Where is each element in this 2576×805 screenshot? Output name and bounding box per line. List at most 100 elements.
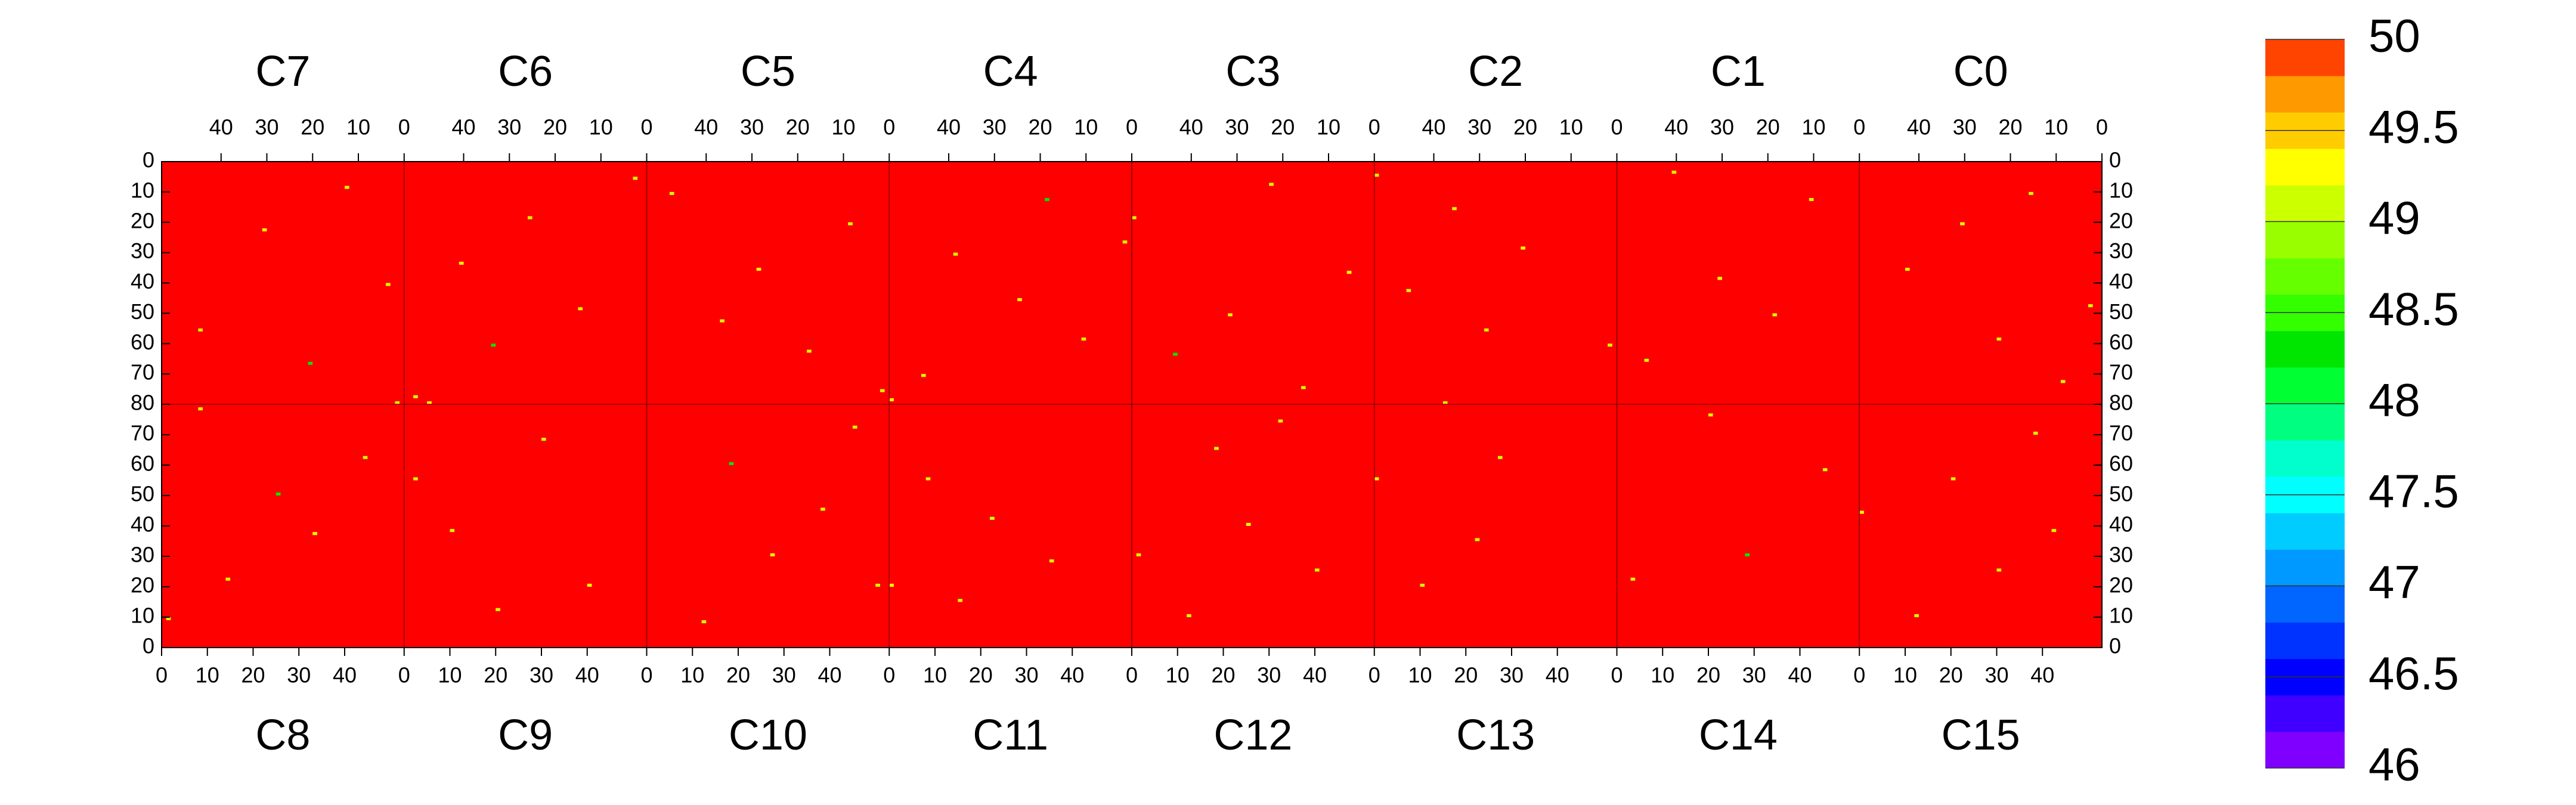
heatmap-cell [1521,246,1526,250]
heatmap-cell [344,185,349,189]
heatmap-cell [1914,614,1919,617]
x-tick-label: 20 [1513,115,1537,140]
y-tick-label: 60 [2109,330,2133,354]
heatmap-cell [807,349,812,353]
heatmap-cell [1301,386,1306,389]
x-tick-label: 40 [1303,663,1327,688]
heatmap-cell [1608,343,1612,347]
y-tick-label: 20 [131,208,154,233]
heatmap-cell [2051,529,2057,532]
x-tick-label: 30 [1257,663,1281,688]
x-tick-label: 0 [1368,115,1380,140]
x-tick-label: 0 [398,115,410,140]
heatmap-cell [413,477,418,481]
x-tick-label: 20 [1696,663,1720,688]
heatmap-cell [921,374,926,377]
x-tick-label: 40 [1788,663,1812,688]
heatmap-cell [1960,222,1965,225]
x-tick-label: 10 [831,115,855,140]
x-tick-label: 20 [241,663,265,688]
heatmap-cell [527,216,532,219]
x-tick-label: 20 [1939,663,1963,688]
x-tick-label: 30 [1500,663,1524,688]
heatmap-cell [413,395,418,398]
heatmap-cell [312,532,317,535]
colorbar-tick-label: 47 [2368,556,2420,608]
heatmap-cell [496,608,500,611]
heatmap-cell [1708,413,1713,417]
colorbar-tick-label: 49 [2368,191,2420,244]
x-tick-label: 20 [1028,115,1052,140]
module-label: C14 [1699,711,1778,759]
colorbar-tick-label: 47.5 [2368,465,2459,517]
x-tick-label: 0 [883,663,895,688]
heatmap-cell [1314,568,1320,572]
x-tick-label: 30 [1984,663,2008,688]
colorbar-band [2265,586,2345,623]
heatmap-cell [925,477,931,481]
y-tick-label: 60 [131,451,154,476]
module-label: C15 [1942,711,2020,759]
x-tick-label: 30 [1467,115,1491,140]
x-tick-label: 40 [2030,663,2054,688]
module-label: C0 [1953,48,2008,95]
colorbar-band [2265,148,2345,185]
x-tick-label: 40 [1907,115,1931,140]
y-tick-label: 50 [2109,482,2133,506]
x-tick-label: 20 [543,115,567,140]
x-tick-label: 0 [1853,663,1865,688]
x-tick-label: 30 [497,115,521,140]
x-tick-label: 0 [1611,663,1623,688]
x-tick-label: 10 [346,115,370,140]
heatmap-cell [633,177,638,180]
heatmap-cell [308,361,313,365]
colorbar-tick-label: 46.5 [2368,647,2459,699]
y-tick-label: 70 [2109,421,2133,445]
x-tick-label: 20 [726,663,750,688]
heatmap-cell [1406,289,1411,292]
x-tick-label: 40 [333,663,357,688]
heatmap-cell [990,516,995,520]
x-tick-label: 40 [1060,663,1084,688]
heatmap-cell [2060,380,2066,383]
x-tick-label: 40 [575,663,599,688]
y-tick-label: 50 [131,482,154,506]
y-tick-label: 80 [131,391,154,415]
heatmap-cell [1017,298,1022,302]
x-tick-label: 10 [1559,115,1583,140]
heatmap-cell [880,389,885,392]
module-label: C9 [498,711,553,759]
colorbar-band [2265,440,2345,477]
x-tick-label: 30 [1225,115,1249,140]
heatmap-cell [491,343,496,347]
colorbar-band [2265,76,2345,113]
heatmap-cell [1045,198,1049,202]
x-tick-label: 40 [937,115,961,140]
heatmap-cell [198,407,203,411]
x-tick-label: 20 [1454,663,1478,688]
heatmap-cell [958,599,963,602]
heatmap-cell [1173,352,1178,356]
colorbar-tick-label: 49.5 [2368,100,2459,153]
colorbar-tick-label: 48 [2368,374,2420,426]
y-tick-label: 50 [131,299,154,324]
heatmap-cell [1671,171,1677,174]
heatmap-cell [1497,456,1503,459]
x-tick-label: 30 [772,663,796,688]
y-tick-label: 50 [2109,299,2133,324]
x-tick-label: 10 [1801,115,1825,140]
x-tick-label: 0 [883,115,895,140]
heatmap-cell [729,462,734,465]
heatmap-cell [1442,401,1448,404]
heatmap-cell [1859,510,1864,514]
heatmap-cell [1809,198,1814,202]
module-label: C7 [255,48,310,95]
heatmap-cell [262,228,267,232]
x-tick-label: 0 [1126,115,1138,140]
heatmap-cell [889,583,894,587]
colorbar-tick-label: 46 [2368,738,2420,791]
heatmap-cell [1278,419,1283,423]
heatmap-cell [1269,182,1274,186]
x-tick-label: 30 [1014,663,1038,688]
